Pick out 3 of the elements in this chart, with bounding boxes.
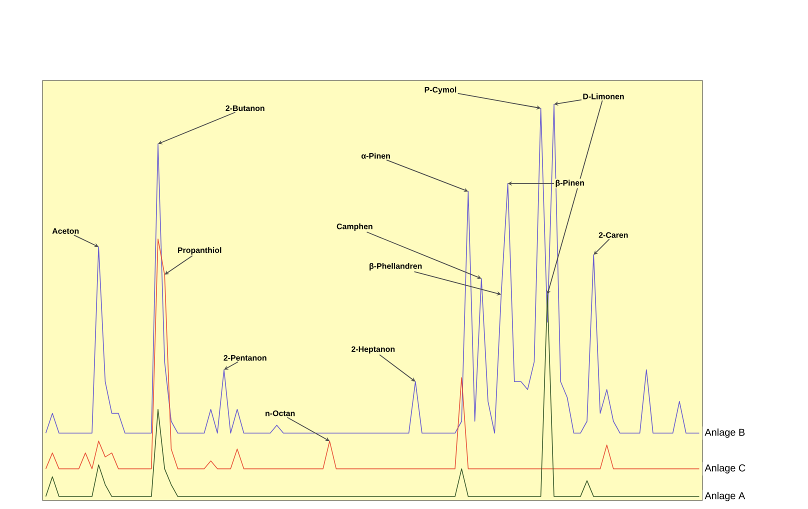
- series-label: Anlage B: [704, 428, 745, 438]
- series-label: Anlage A: [704, 492, 746, 502]
- series-label: Anlage C: [704, 464, 746, 474]
